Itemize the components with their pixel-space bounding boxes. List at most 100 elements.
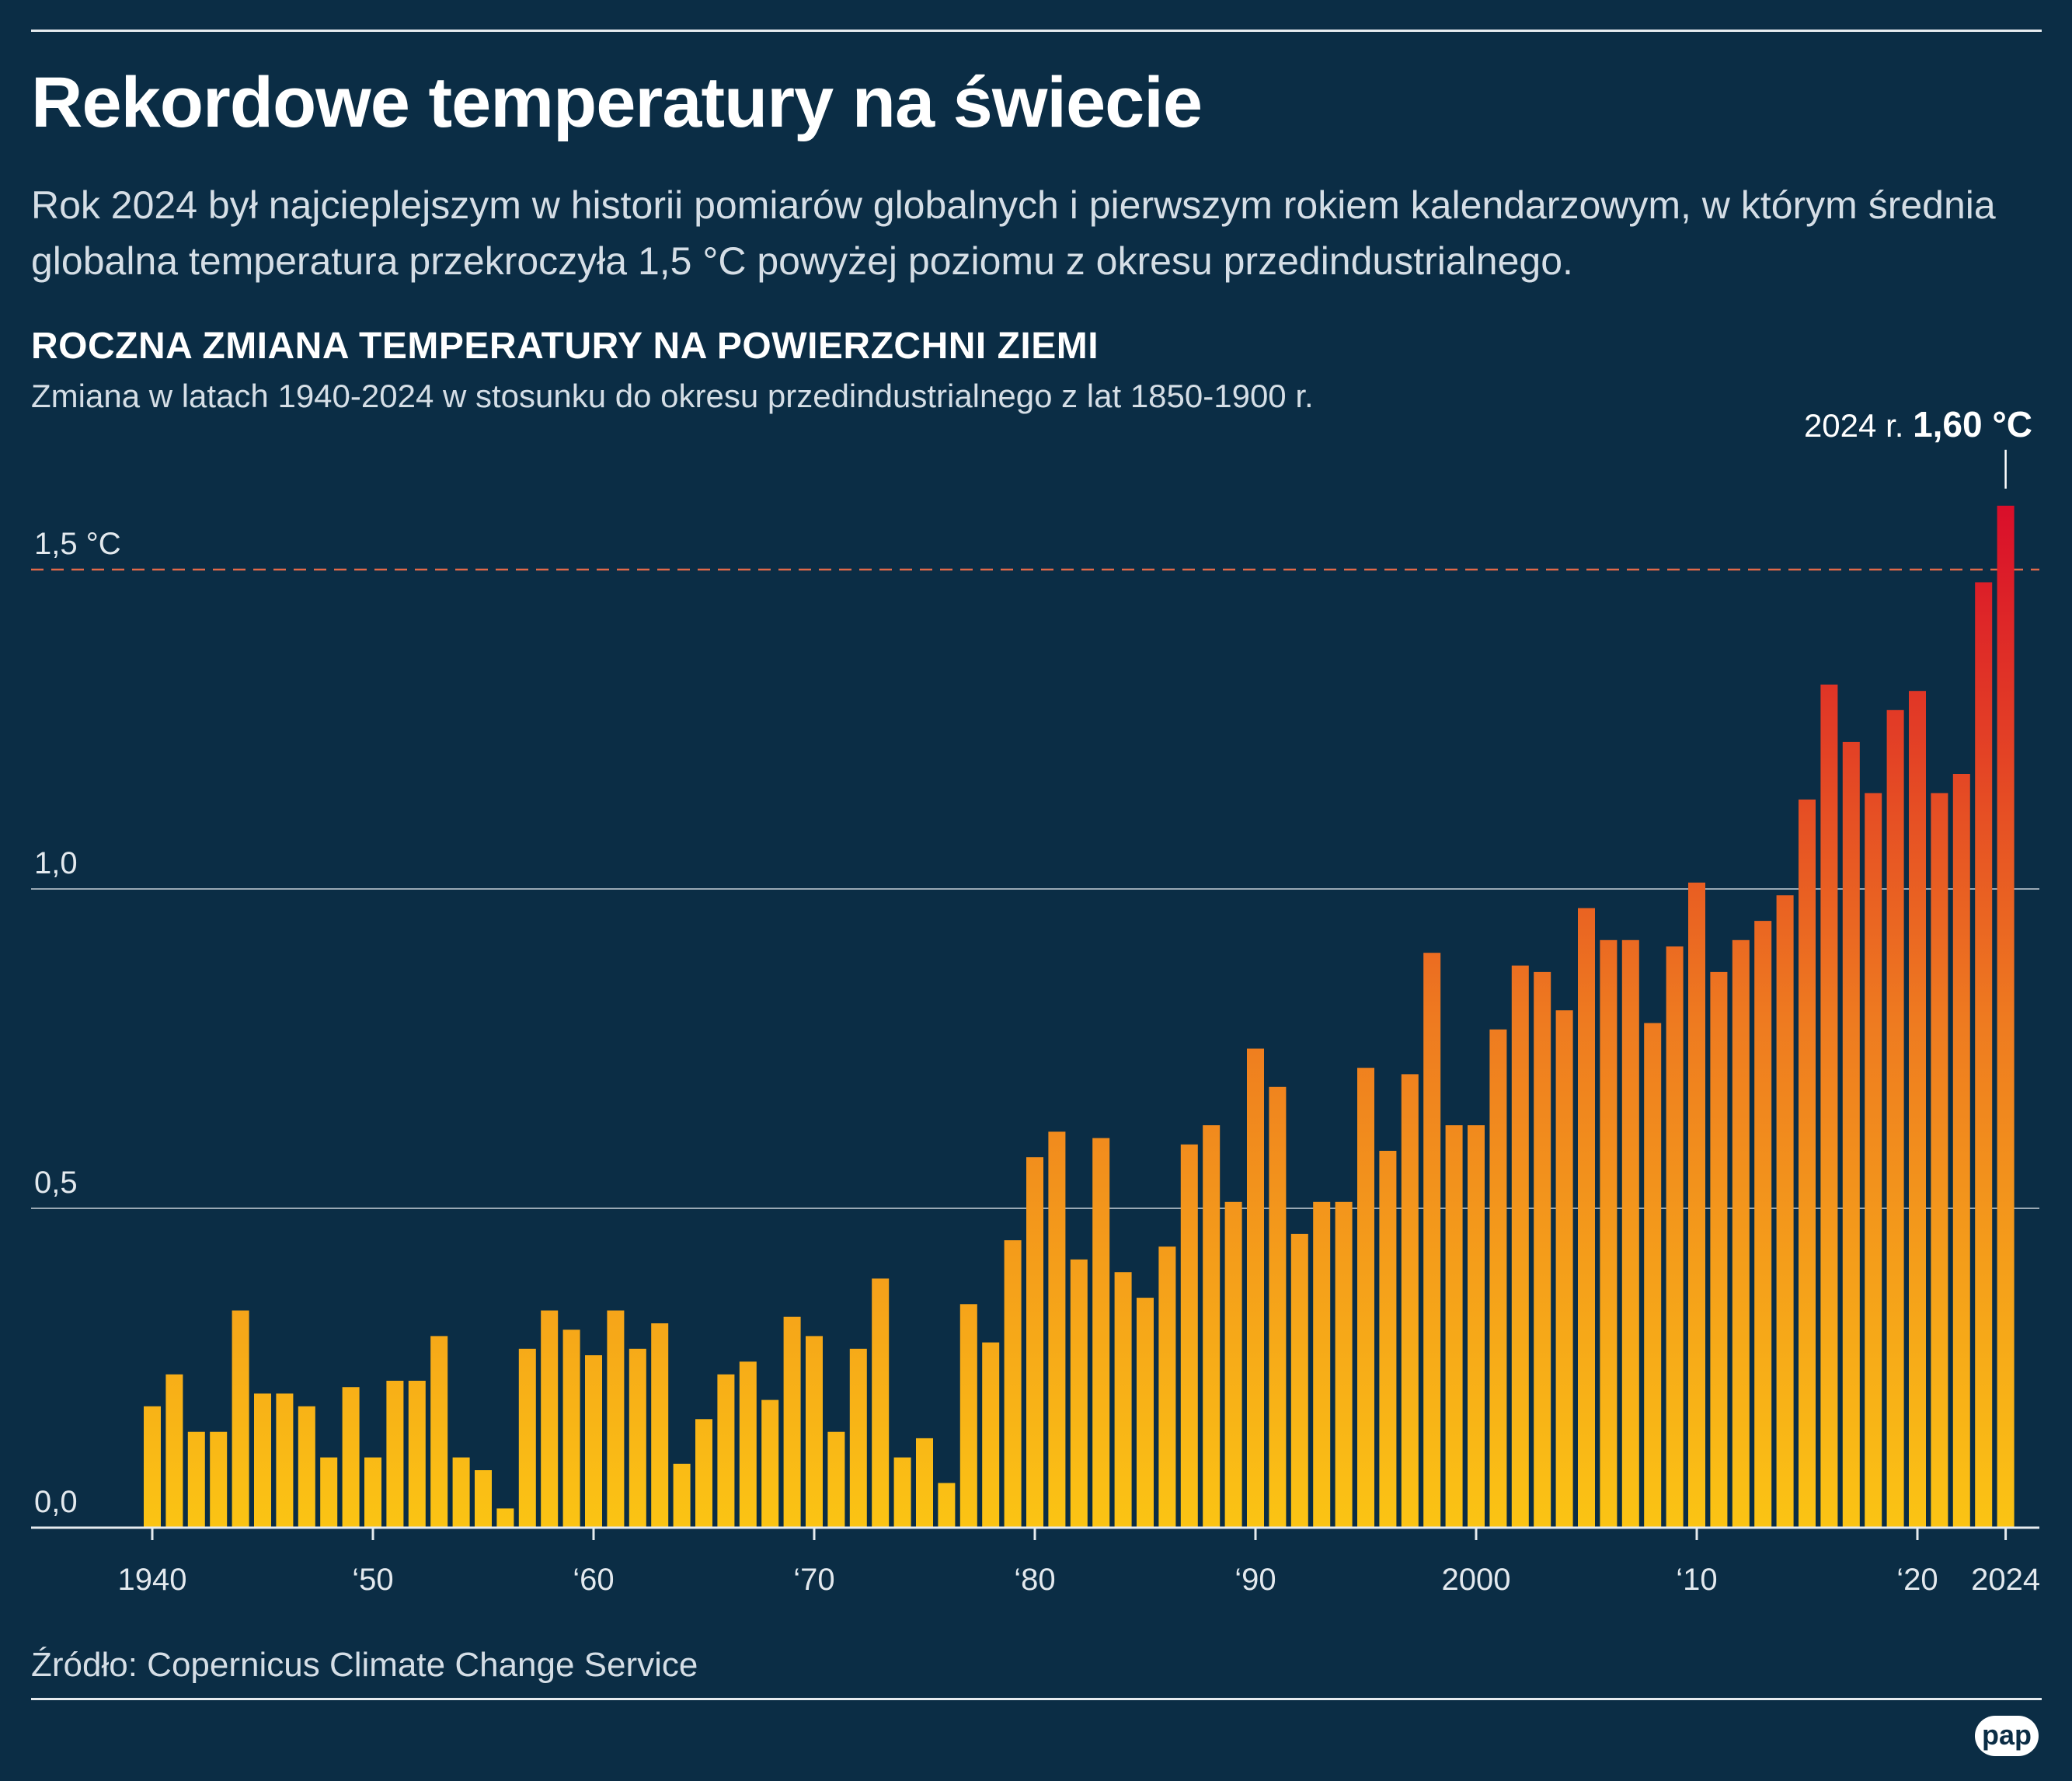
bar-2023 bbox=[1975, 582, 1993, 1528]
bar-1958 bbox=[541, 1310, 559, 1528]
bar-1973 bbox=[872, 1278, 890, 1528]
bar-1999 bbox=[1445, 1125, 1463, 1528]
bar-1978 bbox=[982, 1342, 1000, 1528]
bar-2003 bbox=[1534, 971, 1551, 1528]
bar-1953 bbox=[430, 1336, 448, 1528]
bar-1989 bbox=[1224, 1201, 1242, 1528]
bar-1980 bbox=[1026, 1157, 1043, 1528]
bar-2017 bbox=[1842, 741, 1860, 1528]
bar-2005 bbox=[1578, 908, 1595, 1528]
chart-title: ROCZNA ZMIANA TEMPERATURY NA POWIERZCHNI… bbox=[31, 326, 1099, 367]
bar-1952 bbox=[408, 1380, 426, 1528]
bar-1942 bbox=[187, 1431, 205, 1528]
bar-1979 bbox=[1004, 1240, 1022, 1528]
bar-1987 bbox=[1180, 1144, 1198, 1528]
bar-1956 bbox=[496, 1508, 514, 1528]
bar-1971 bbox=[827, 1431, 845, 1528]
bar-1993 bbox=[1313, 1201, 1331, 1528]
bar-2013 bbox=[1754, 921, 1772, 1528]
bar-2012 bbox=[1732, 939, 1750, 1528]
bar-2018 bbox=[1865, 793, 1882, 1528]
bar-2015 bbox=[1799, 799, 1816, 1528]
bar-1959 bbox=[562, 1330, 580, 1528]
bar-1950 bbox=[364, 1457, 381, 1528]
x-tick-label: 1940 bbox=[118, 1563, 187, 1597]
y-tick-label: 1,5 °C bbox=[34, 527, 121, 561]
chart-subtitle: Zmiana w latach 1940-2024 w stosunku do … bbox=[31, 378, 1314, 414]
bar-1985 bbox=[1137, 1298, 1154, 1528]
bar-2019 bbox=[1886, 709, 1904, 1528]
bar-1947 bbox=[298, 1406, 315, 1528]
bar-1994 bbox=[1335, 1201, 1353, 1528]
x-tick-label: ‘10 bbox=[1676, 1563, 1717, 1597]
bar-1944 bbox=[232, 1310, 249, 1528]
bar-1955 bbox=[475, 1470, 492, 1528]
bar-1986 bbox=[1158, 1246, 1176, 1528]
bar-1962 bbox=[629, 1348, 646, 1528]
bar-2011 bbox=[1710, 971, 1728, 1528]
bar-2021 bbox=[1931, 793, 1948, 1528]
bar-2004 bbox=[1555, 1010, 1573, 1528]
x-tick-label: 2024 bbox=[1971, 1563, 2040, 1597]
bar-1941 bbox=[165, 1374, 183, 1528]
annotation-text: 2024 r. 1,60 °C bbox=[1804, 404, 2032, 444]
x-tick-label: ‘20 bbox=[1896, 1563, 1938, 1597]
bar-2020 bbox=[1909, 691, 1926, 1528]
bar-1948 bbox=[320, 1457, 338, 1528]
bar-2007 bbox=[1621, 939, 1639, 1528]
bar-2006 bbox=[1600, 939, 1618, 1528]
bar-2024 bbox=[1997, 505, 2015, 1528]
bar-1943 bbox=[210, 1431, 228, 1528]
top-rule bbox=[31, 30, 2042, 32]
bar-1970 bbox=[806, 1336, 823, 1528]
y-tick-label: 1,0 bbox=[34, 846, 78, 880]
bar-2001 bbox=[1489, 1029, 1507, 1528]
x-tick-label: ‘50 bbox=[352, 1563, 393, 1597]
bar-2016 bbox=[1820, 685, 1838, 1528]
annotation-value: 1,60 °C bbox=[1913, 404, 2032, 444]
x-tick-label: ‘70 bbox=[793, 1563, 834, 1597]
bar-2022 bbox=[1952, 774, 1970, 1528]
bar-2008 bbox=[1644, 1023, 1662, 1528]
bar-1968 bbox=[761, 1399, 779, 1528]
bar-1982 bbox=[1070, 1259, 1088, 1528]
y-tick-label: 0,5 bbox=[34, 1166, 78, 1200]
bar-1991 bbox=[1269, 1086, 1287, 1528]
page-title: Rekordowe temperatury na świecie bbox=[31, 63, 1203, 142]
bar-2014 bbox=[1776, 895, 1794, 1528]
bar-2010 bbox=[1688, 882, 1705, 1528]
bar-1984 bbox=[1114, 1272, 1132, 1528]
bar-1960 bbox=[585, 1355, 602, 1528]
bar-1954 bbox=[452, 1457, 470, 1528]
bar-1977 bbox=[959, 1304, 977, 1528]
bottom-rule bbox=[31, 1698, 2042, 1700]
bar-1964 bbox=[673, 1463, 691, 1528]
bar-1990 bbox=[1247, 1048, 1264, 1528]
bar-1966 bbox=[717, 1374, 735, 1528]
bar-1957 bbox=[518, 1348, 536, 1528]
bar-1996 bbox=[1379, 1151, 1397, 1528]
x-tick-label: ‘60 bbox=[573, 1563, 614, 1597]
bar-1983 bbox=[1092, 1138, 1110, 1528]
bar-1963 bbox=[651, 1323, 669, 1528]
bar-1969 bbox=[783, 1316, 801, 1528]
bar-1946 bbox=[276, 1393, 294, 1528]
bar-1965 bbox=[695, 1419, 712, 1528]
bar-1940 bbox=[144, 1406, 161, 1528]
bar-1974 bbox=[893, 1457, 911, 1528]
x-tick-label: ‘90 bbox=[1234, 1563, 1276, 1597]
source-note: Źródło: Copernicus Climate Change Servic… bbox=[31, 1646, 698, 1684]
bar-2000 bbox=[1468, 1125, 1485, 1528]
bar-1967 bbox=[739, 1361, 757, 1528]
pap-logo: pap bbox=[1975, 1716, 2039, 1756]
bar-1988 bbox=[1203, 1125, 1221, 1528]
bar-1945 bbox=[254, 1393, 271, 1528]
bar-1972 bbox=[849, 1348, 867, 1528]
annotation-year: 2024 r. bbox=[1804, 407, 1913, 444]
bar-2002 bbox=[1511, 965, 1529, 1528]
bar-1981 bbox=[1048, 1131, 1066, 1528]
bar-1949 bbox=[342, 1387, 360, 1528]
bar-2009 bbox=[1666, 946, 1684, 1528]
bar-1997 bbox=[1401, 1074, 1419, 1528]
